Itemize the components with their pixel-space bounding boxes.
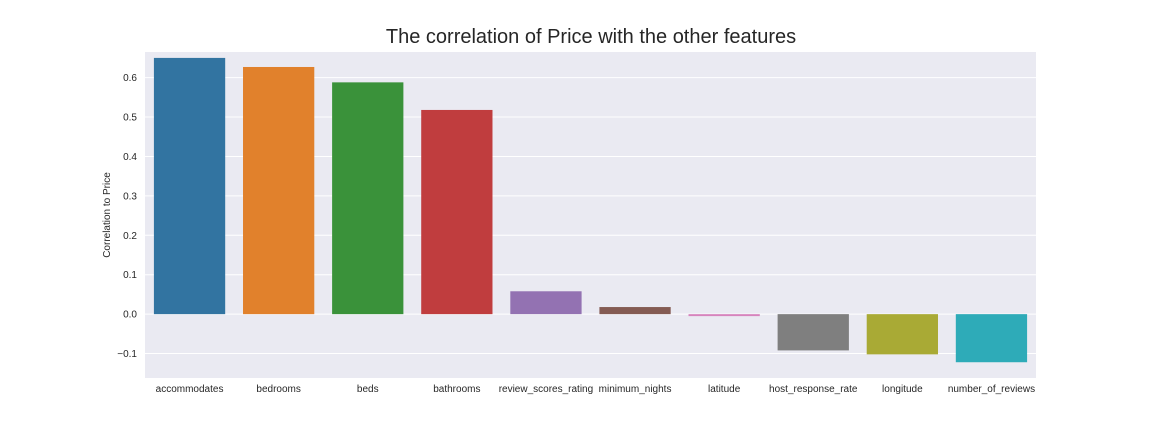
bar-number-of-reviews xyxy=(955,314,1028,363)
y-tick-label: 0.1 xyxy=(123,270,137,281)
x-tick-label: beds xyxy=(357,384,379,395)
x-tick-label: host_response_rate xyxy=(769,384,858,395)
x-tick-label: accommodates xyxy=(156,384,224,395)
y-axis-label: Correlation to Price xyxy=(102,172,113,258)
bar-beds xyxy=(332,82,404,315)
x-tick-label: bathrooms xyxy=(433,384,480,395)
x-tick-label: review_scores_rating xyxy=(499,384,594,395)
bar-review-scores-rating xyxy=(510,291,582,315)
bar-host-response-rate xyxy=(777,314,849,351)
x-tick-label: longitude xyxy=(882,384,923,395)
chart-title: The correlation of Price with the other … xyxy=(385,26,797,48)
y-axis-ticks: −0.1 0.0 0.1 0.2 0.3 0.4 0.5 0.6 xyxy=(117,73,137,360)
bars xyxy=(153,57,1028,363)
bar-bedrooms xyxy=(243,66,315,315)
bar-accommodates xyxy=(153,57,226,315)
bar-bathrooms xyxy=(421,109,493,315)
x-tick-label: bedrooms xyxy=(256,384,300,395)
x-tick-label: latitude xyxy=(708,384,741,395)
x-tick-label: number_of_reviews xyxy=(948,384,1035,395)
bar-minimum-nights xyxy=(599,307,671,315)
y-tick-label: 0.3 xyxy=(123,191,137,202)
y-tick-label: −0.1 xyxy=(117,349,137,360)
x-tick-label: minimum_nights xyxy=(599,384,672,395)
y-tick-label: 0.0 xyxy=(123,310,137,321)
y-tick-label: 0.4 xyxy=(123,152,137,163)
y-tick-label: 0.5 xyxy=(123,113,137,124)
y-tick-label: 0.2 xyxy=(123,231,137,242)
bar-longitude xyxy=(866,314,938,355)
bar-latitude xyxy=(688,314,760,317)
x-axis-ticks: accommodates bedrooms beds bathrooms review_… xyxy=(156,384,1035,395)
y-tick-label: 0.6 xyxy=(123,73,137,84)
